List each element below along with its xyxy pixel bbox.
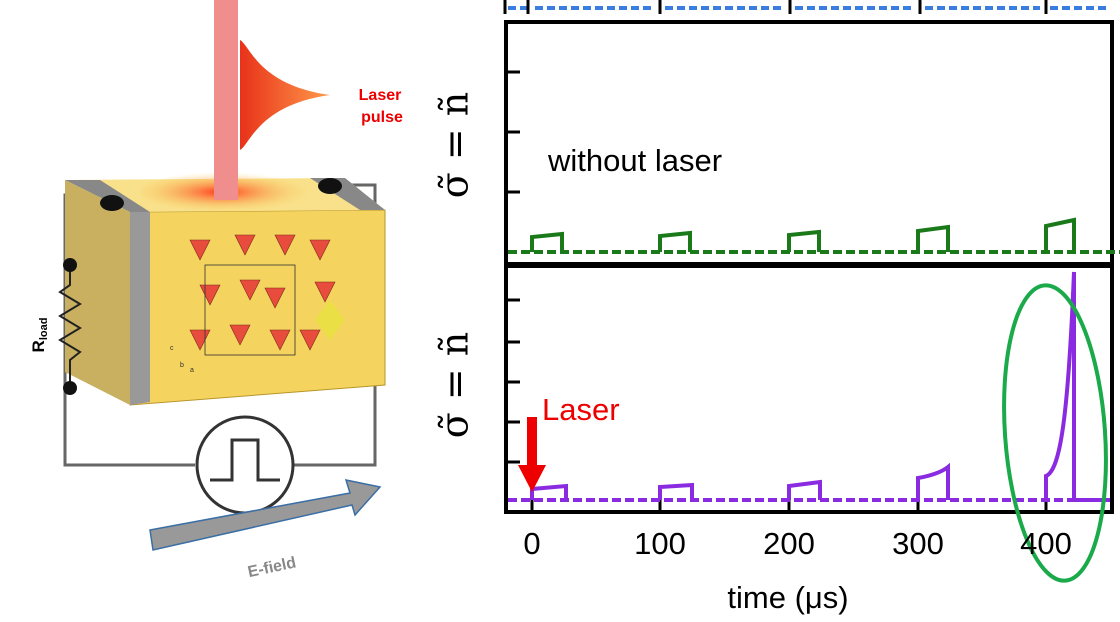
resistor: [58, 262, 82, 388]
crystal-front: [129, 209, 386, 406]
purple-trace: [530, 271, 1110, 502]
laser-pulse-shape: [240, 40, 330, 150]
highlight-ellipse: [1002, 283, 1108, 583]
laser-label: pulse: [361, 109, 403, 126]
unit-cell: [204, 264, 296, 356]
axis-letter: a: [190, 367, 194, 374]
field-arrow: [149, 479, 382, 551]
panel-frame: [504, 264, 1114, 514]
laser-label: Laser: [359, 87, 402, 104]
laser-beam: [214, 0, 238, 200]
x-tick-label: 100: [634, 526, 686, 561]
x-axis-label: time (μs): [727, 580, 848, 615]
electrode: [130, 212, 150, 405]
crystal-side: [65, 180, 130, 405]
axis-letter: c: [170, 345, 174, 352]
x-tick-label: 300: [892, 526, 944, 561]
crystal-structure: [189, 234, 336, 351]
resistor-main: R: [29, 340, 48, 352]
y-tick: [506, 70, 520, 464]
axis-letter: b: [180, 362, 184, 369]
contact: [318, 178, 342, 194]
green-trace: [530, 217, 1076, 252]
terminal: [63, 381, 77, 395]
setup-diagram: c b a Laser pulse Rload E-field: [29, 0, 403, 581]
laser-arrow-head: [518, 465, 546, 492]
x-tick: [530, 500, 1048, 512]
annotation: without laser: [547, 143, 722, 178]
contact: [100, 195, 124, 211]
y-label: σ̃ = ñ: [433, 92, 477, 198]
laser-annotation: Laser: [542, 392, 620, 427]
terminal: [63, 258, 77, 272]
field-label: E-field: [246, 554, 297, 581]
x-tick-label: 400: [1020, 526, 1072, 561]
plots: σ̃ = ñ σ̃ = ñ without laser Laser 0 100 …: [433, 0, 1120, 615]
resistor-subscript: load: [38, 318, 50, 341]
x-tick-label: 200: [763, 526, 815, 561]
laser-arrow: [527, 417, 537, 467]
polyhedron: [315, 300, 345, 340]
x-tick-label: 0: [523, 526, 540, 561]
panel-frame: [503, 0, 1048, 14]
pulse-symbol: [210, 438, 280, 482]
resistor-label: Rload: [29, 318, 49, 353]
pulse-source: [195, 415, 295, 515]
y-label: σ̃ = ñ: [433, 332, 477, 438]
